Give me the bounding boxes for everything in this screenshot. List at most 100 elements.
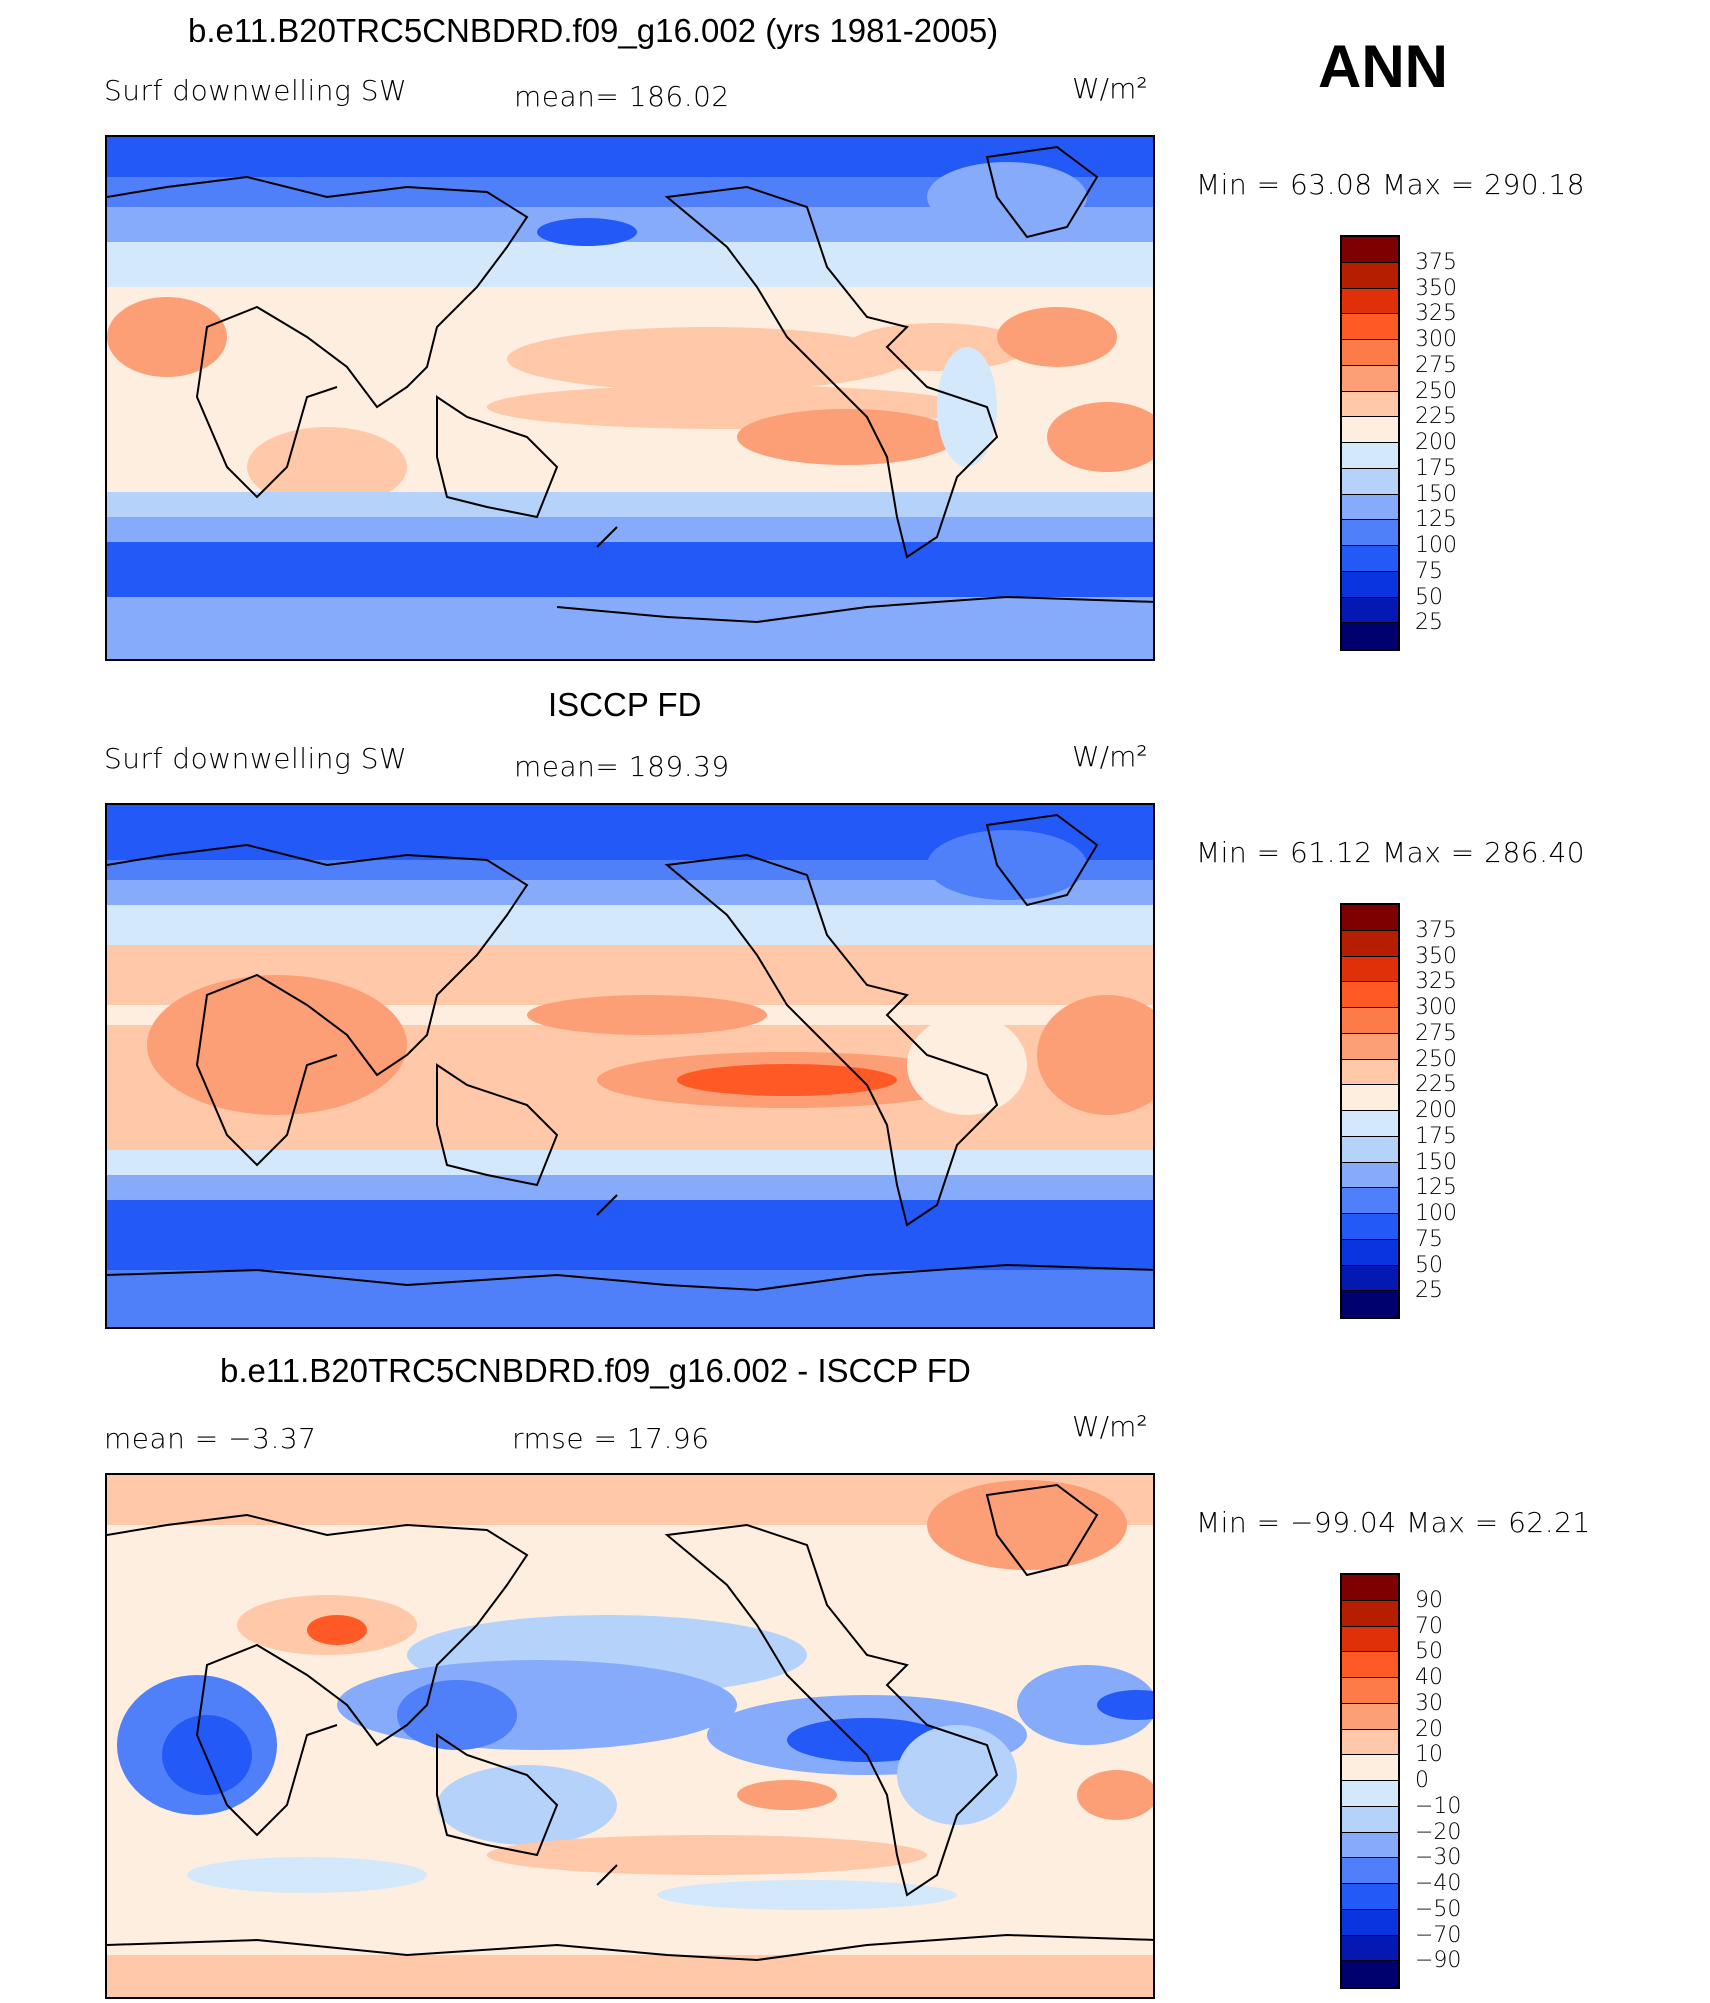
panel2-title: ISCCP FD <box>548 686 702 723</box>
colorbar-swatch <box>1342 1755 1398 1781</box>
colorbar-tick-label: 200 <box>1415 430 1457 455</box>
colorbar-swatch <box>1342 1781 1398 1807</box>
colorbar-tick-label: 100 <box>1415 533 1457 558</box>
colorbar-tick-label: 275 <box>1415 1020 1457 1046</box>
colorbar-swatch <box>1342 1265 1398 1292</box>
colorbar-swatch <box>1342 1961 1398 1987</box>
colorbar-tick-label: 300 <box>1415 995 1457 1020</box>
colorbar-swatch <box>1342 1600 1398 1627</box>
colorbar-tick-label: 10 <box>1415 1742 1443 1768</box>
colorbar-tick-label: −70 <box>1415 1922 1462 1948</box>
colorbar-swatch <box>1342 262 1398 289</box>
colorbar-tick-label: 325 <box>1415 301 1457 327</box>
colorbar-swatch <box>1342 623 1398 649</box>
panel3-title: b.e11.B20TRC5CNBDRD.f09_g16.002 - ISCCP … <box>220 1352 971 1389</box>
colorbar-swatch <box>1342 1832 1398 1859</box>
colorbar-tick-label: −20 <box>1415 1819 1462 1845</box>
colorbar-swatch <box>1342 494 1398 521</box>
colorbar-swatch <box>1342 340 1398 366</box>
colorbar-swatch <box>1342 597 1398 624</box>
panel3-rmse-label: rmse = 17.96 <box>512 1422 710 1455</box>
colorbar-tick-label: −90 <box>1415 1948 1462 1974</box>
colorbar-tick-label: 350 <box>1415 275 1457 301</box>
colorbar-swatch <box>1342 391 1398 418</box>
panel1-units: W/m² <box>1072 72 1148 105</box>
colorbar-tick-label: −40 <box>1415 1871 1462 1896</box>
panel3-map <box>105 1473 1155 1999</box>
colorbar-swatch <box>1342 1678 1398 1704</box>
colorbar-swatch <box>1342 1291 1398 1317</box>
colorbar-tick-label: 40 <box>1415 1665 1443 1690</box>
colorbar-swatch <box>1342 365 1398 392</box>
colorbar-swatch <box>1342 956 1398 983</box>
colorbar-tick-label: 300 <box>1415 327 1457 352</box>
panel1-minmax: Min = 63.08 Max = 290.18 <box>1196 168 1586 201</box>
colorbar-tick-label: 100 <box>1415 1201 1457 1226</box>
colorbar-swatch <box>1342 1188 1398 1214</box>
colorbar-tick-label: −30 <box>1415 1845 1462 1871</box>
panel2-mean-label: mean= 189.39 <box>514 750 730 783</box>
colorbar-tick-label: 30 <box>1415 1690 1443 1716</box>
colorbar-tick-label: 200 <box>1415 1098 1457 1123</box>
colorbar-tick-label: 90 <box>1415 1587 1443 1613</box>
panel1-map <box>105 135 1155 661</box>
colorbar-tick-label: 0 <box>1415 1768 1429 1793</box>
colorbar-swatch <box>1342 1575 1398 1601</box>
colorbar-swatch <box>1342 314 1398 340</box>
colorbar-tick-label: 50 <box>1415 584 1443 610</box>
colorbar-swatch <box>1342 468 1398 495</box>
colorbar-swatch <box>1342 1858 1398 1884</box>
panel2-variable-label: Surf downwelling SW <box>104 742 408 775</box>
colorbar-swatch <box>1342 1652 1398 1678</box>
colorbar-tick-label: 175 <box>1415 455 1457 481</box>
colorbar-swatch <box>1342 1162 1398 1189</box>
colorbar-swatch <box>1342 1033 1398 1060</box>
colorbar-swatch <box>1342 1909 1398 1936</box>
colorbar-tick-label: 70 <box>1415 1613 1443 1639</box>
colorbar-swatch <box>1342 1111 1398 1137</box>
colorbar-tick-label: 225 <box>1415 404 1457 430</box>
colorbar-swatch <box>1342 546 1398 572</box>
colorbar-tick-label: 25 <box>1415 1278 1443 1304</box>
colorbar-swatch <box>1342 1729 1398 1756</box>
colorbar-swatch <box>1342 905 1398 931</box>
colorbar-swatch <box>1342 1935 1398 1962</box>
panel1-variable-label: Surf downwelling SW <box>104 74 408 107</box>
panel2-map <box>105 803 1155 1329</box>
panel3-mean-label: mean = −3.37 <box>104 1422 317 1455</box>
colorbar-tick-label: 350 <box>1415 943 1457 969</box>
panel2-units: W/m² <box>1072 740 1148 773</box>
colorbar-tick-label: 250 <box>1415 378 1457 404</box>
colorbar-tick-label: 75 <box>1415 1226 1443 1252</box>
panel3-colorbar <box>1340 1573 1400 1989</box>
colorbar-swatch <box>1342 1626 1398 1653</box>
colorbar-tick-label: 175 <box>1415 1123 1457 1149</box>
panel1-mean-label: mean= 186.02 <box>514 80 730 113</box>
colorbar-swatch <box>1342 237 1398 263</box>
colorbar-swatch <box>1342 1884 1398 1910</box>
colorbar-swatch <box>1342 1085 1398 1111</box>
panel1-title: b.e11.B20TRC5CNBDRD.f09_g16.002 (yrs 198… <box>188 12 999 49</box>
colorbar-swatch <box>1342 982 1398 1008</box>
colorbar-tick-label: 150 <box>1415 1149 1457 1175</box>
colorbar-tick-label: 20 <box>1415 1716 1443 1742</box>
colorbar-tick-label: 50 <box>1415 1252 1443 1278</box>
colorbar-tick-label: 225 <box>1415 1072 1457 1098</box>
colorbar-swatch <box>1342 1703 1398 1730</box>
season-label: ANN <box>1318 33 1448 100</box>
colorbar-swatch <box>1342 1214 1398 1240</box>
panel2-minmax: Min = 61.12 Max = 286.40 <box>1196 836 1586 869</box>
colorbar-swatch <box>1342 1136 1398 1163</box>
colorbar-tick-label: 125 <box>1415 1175 1457 1201</box>
colorbar-swatch <box>1342 288 1398 315</box>
colorbar-tick-label: 250 <box>1415 1046 1457 1072</box>
colorbar-tick-label: 125 <box>1415 507 1457 533</box>
colorbar-swatch <box>1342 443 1398 469</box>
colorbar-swatch <box>1342 571 1398 598</box>
colorbar-tick-label: −10 <box>1415 1793 1462 1819</box>
colorbar-tick-label: 375 <box>1415 249 1457 275</box>
colorbar-tick-label: 75 <box>1415 558 1443 584</box>
colorbar-tick-label: 50 <box>1415 1639 1443 1665</box>
colorbar-tick-label: 150 <box>1415 481 1457 507</box>
panel1-colorbar <box>1340 235 1400 651</box>
